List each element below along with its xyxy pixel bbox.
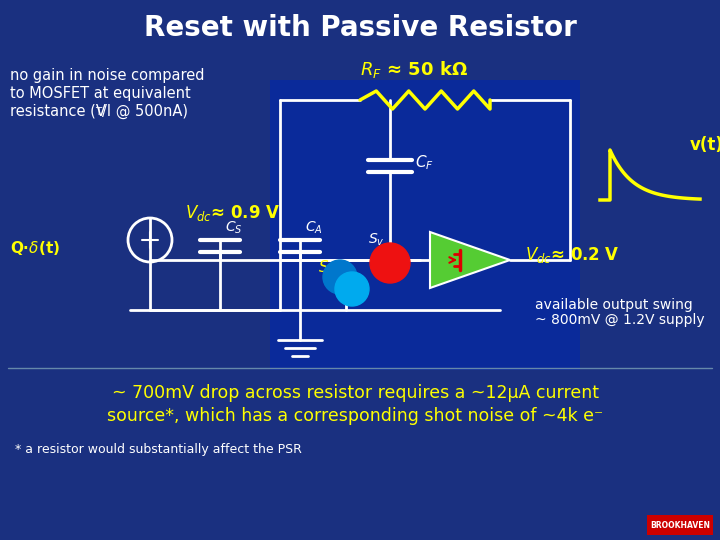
Circle shape [323,260,357,294]
Text: * a resistor would substantially affect the PSR: * a resistor would substantially affect … [15,443,302,456]
Text: ~ 800mV @ 1.2V supply: ~ 800mV @ 1.2V supply [535,313,705,327]
Text: ~ 700mV drop across resistor requires a ~12μA current: ~ 700mV drop across resistor requires a … [112,384,598,402]
Text: to MOSFET at equivalent: to MOSFET at equivalent [10,86,191,101]
Text: $S_v$: $S_v$ [368,232,384,248]
Text: $C_S$: $C_S$ [225,220,243,236]
Circle shape [335,272,369,306]
Text: $C_A$: $C_A$ [305,220,323,236]
Text: resistance (V: resistance (V [10,104,106,119]
Text: BROOKHAVEN: BROOKHAVEN [650,521,710,530]
Text: no gain in noise compared: no gain in noise compared [10,68,204,83]
Text: $C_F$: $C_F$ [415,154,434,172]
FancyBboxPatch shape [270,80,580,370]
Circle shape [370,243,410,283]
Text: source*, which has a corresponding shot noise of ~4k e⁻: source*, which has a corresponding shot … [107,407,603,425]
Text: T: T [95,107,102,117]
Text: available output swing: available output swing [535,298,693,312]
Text: $S_i$: $S_i$ [318,259,333,278]
FancyBboxPatch shape [647,515,713,535]
Text: Reset with Passive Resistor: Reset with Passive Resistor [143,14,577,42]
Text: v(t): v(t) [690,136,720,154]
Text: Q·$\delta$(t): Q·$\delta$(t) [10,239,60,257]
Text: $R_F$ ≈ 50 kΩ: $R_F$ ≈ 50 kΩ [360,59,468,80]
Polygon shape [430,232,510,288]
Text: /I @ 500nA): /I @ 500nA) [102,104,188,119]
Text: $V_{dc}$≈ 0.2 V: $V_{dc}$≈ 0.2 V [525,245,620,265]
Text: $V_{dc}$≈ 0.9 V: $V_{dc}$≈ 0.9 V [185,203,280,223]
